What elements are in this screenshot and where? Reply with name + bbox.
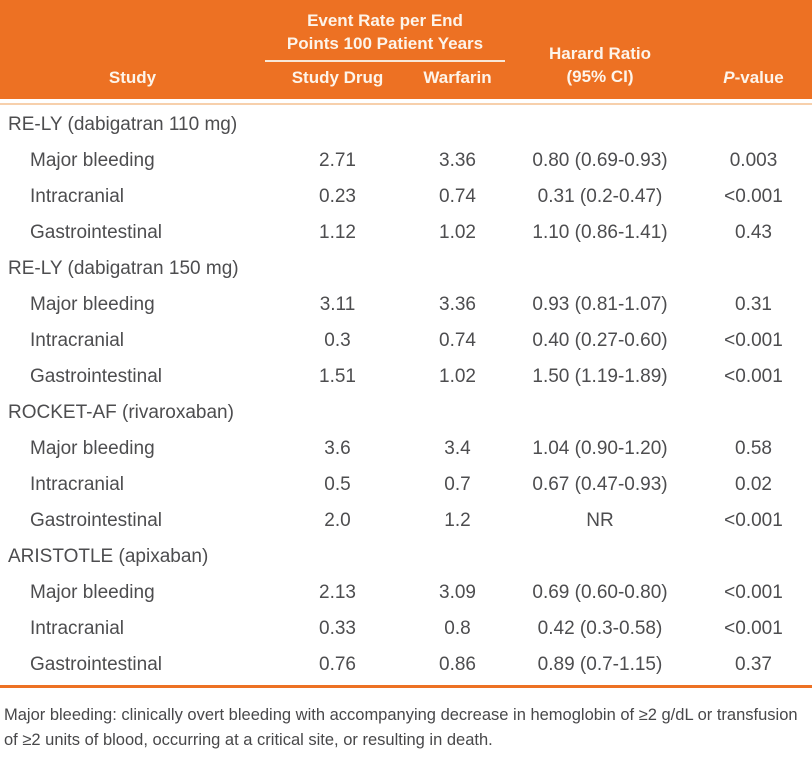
table-row: Intracranial 0.3 0.74 0.40 (0.27-0.60) <… [0,323,812,359]
endpoint-label: Gastrointestinal [30,222,163,243]
p-value: 0.37 [735,654,772,675]
warfarin-value: 0.7 [444,474,471,495]
table-row: Intracranial 0.5 0.7 0.67 (0.47-0.93) 0.… [0,467,812,503]
study-group-label: RE-LY (dabigatran 110 mg) [8,114,238,135]
warfarin-value: 1.02 [439,222,476,243]
header-divider [0,103,812,105]
hazard-ratio-value: NR [586,510,614,531]
table-row: Gastrointestinal 1.51 1.02 1.50 (1.19-1.… [0,359,812,395]
endpoint-label: Gastrointestinal [30,366,163,387]
study-group-label: RE-LY (dabigatran 150 mg) [8,258,239,279]
group-header-row: ARISTOTLE (apixaban) [0,539,812,575]
p-value: <0.001 [724,330,783,351]
column-header-study-drug: Study Drug [291,68,384,87]
hazard-ratio-value: 0.31 (0.2-0.47) [537,186,663,207]
table-row: Intracranial 0.23 0.74 0.31 (0.2-0.47) <… [0,179,812,215]
hazard-ratio-value: 0.67 (0.47-0.93) [532,474,668,495]
table-row: Intracranial 0.33 0.8 0.42 (0.3-0.58) <0… [0,611,812,647]
endpoint-label: Major bleeding [30,582,155,603]
p-value: <0.001 [724,510,783,531]
table-row: Gastrointestinal 1.12 1.02 1.10 (0.86-1.… [0,215,812,251]
p-value-italic-p: P [723,68,735,87]
span-header-event-rate: Event Rate per End Points 100 Patient Ye… [265,7,505,62]
warfarin-value: 3.09 [439,582,476,603]
study-drug-value: 0.33 [319,618,356,639]
p-value: 0.31 [735,294,772,315]
endpoint-label: Gastrointestinal [30,654,163,675]
study-drug-value: 0.3 [324,330,351,351]
warfarin-value: 0.86 [439,654,476,675]
hazard-ratio-value: 1.50 (1.19-1.89) [532,366,668,387]
warfarin-value: 3.36 [439,150,476,171]
group-header-row: ROCKET-AF (rivaroxaban) [0,395,812,431]
p-value-suffix: -value [734,68,784,87]
study-group-label: ARISTOTLE (apixaban) [8,546,209,567]
study-drug-value: 2.71 [319,150,356,171]
hazard-ratio-line2: (95% CI) [566,67,634,86]
endpoint-label: Major bleeding [30,294,155,315]
hazard-ratio-value: 0.80 (0.69-0.93) [532,150,668,171]
p-value: <0.001 [724,618,783,639]
hazard-ratio-value: 0.40 (0.27-0.60) [532,330,668,351]
warfarin-value: 0.74 [439,186,476,207]
warfarin-value: 3.4 [444,438,471,459]
endpoint-label: Major bleeding [30,150,155,171]
p-value: 0.43 [735,222,772,243]
hazard-ratio-value: 0.93 (0.81-1.07) [532,294,668,315]
warfarin-value: 0.74 [439,330,476,351]
p-value: 0.58 [735,438,772,459]
endpoint-label: Intracranial [30,330,124,351]
study-drug-value: 2.0 [324,510,351,531]
study-drug-value: 2.13 [319,582,356,603]
table-header: Study Event Rate per End Points 100 Pati… [0,0,812,99]
hazard-ratio-value: 1.04 (0.90-1.20) [532,438,668,459]
table-row: Major bleeding 2.71 3.36 0.80 (0.69-0.93… [0,143,812,179]
endpoint-label: Major bleeding [30,438,155,459]
warfarin-value: 1.02 [439,366,476,387]
endpoint-label: Gastrointestinal [30,510,163,531]
table-row: Gastrointestinal 2.0 1.2 NR <0.001 [0,503,812,539]
column-header-study: Study [108,68,157,87]
warfarin-value: 0.8 [444,618,471,639]
table-row: Major bleeding 2.13 3.09 0.69 (0.60-0.80… [0,575,812,611]
column-header-warfarin: Warfarin [423,68,492,87]
study-drug-value: 1.51 [319,366,356,387]
hazard-ratio-value: 0.69 (0.60-0.80) [532,582,668,603]
p-value: <0.001 [724,366,783,387]
hazard-ratio-value: 1.10 (0.86-1.41) [532,222,668,243]
table-bottom-rule [0,685,812,688]
study-drug-value: 0.23 [319,186,356,207]
endpoint-label: Intracranial [30,474,124,495]
footnote: Major bleeding: clinically overt bleedin… [4,706,798,749]
study-drug-value: 0.76 [319,654,356,675]
p-value: 0.003 [729,150,778,171]
table-row: Major bleeding 3.11 3.36 0.93 (0.81-1.07… [0,287,812,323]
group-header-row: RE-LY (dabigatran 110 mg) [0,107,812,143]
study-group-label: ROCKET-AF (rivaroxaban) [8,402,234,423]
table-body: RE-LY (dabigatran 110 mg) Major bleeding… [0,105,812,683]
column-header-hazard-ratio: Harard Ratio (95% CI) [505,42,695,99]
column-header-p-value: P-value [695,68,812,99]
group-header-row: RE-LY (dabigatran 150 mg) [0,251,812,287]
endpoint-label: Intracranial [30,186,124,207]
warfarin-value: 1.2 [444,510,471,531]
p-value: <0.001 [724,186,783,207]
hazard-ratio-line1: Harard Ratio [548,44,652,63]
p-value: <0.001 [724,582,783,603]
study-drug-value: 3.6 [324,438,351,459]
table-row: Gastrointestinal 0.76 0.86 0.89 (0.7-1.1… [0,647,812,683]
endpoint-label: Intracranial [30,618,124,639]
study-drug-value: 1.12 [319,222,356,243]
hazard-ratio-value: 0.89 (0.7-1.15) [537,654,663,675]
hazard-ratio-value: 0.42 (0.3-0.58) [537,618,663,639]
warfarin-value: 3.36 [439,294,476,315]
table-row: Major bleeding 3.6 3.4 1.04 (0.90-1.20) … [0,431,812,467]
study-drug-value: 0.5 [324,474,351,495]
p-value: 0.02 [735,474,772,495]
study-drug-value: 3.11 [319,294,356,315]
